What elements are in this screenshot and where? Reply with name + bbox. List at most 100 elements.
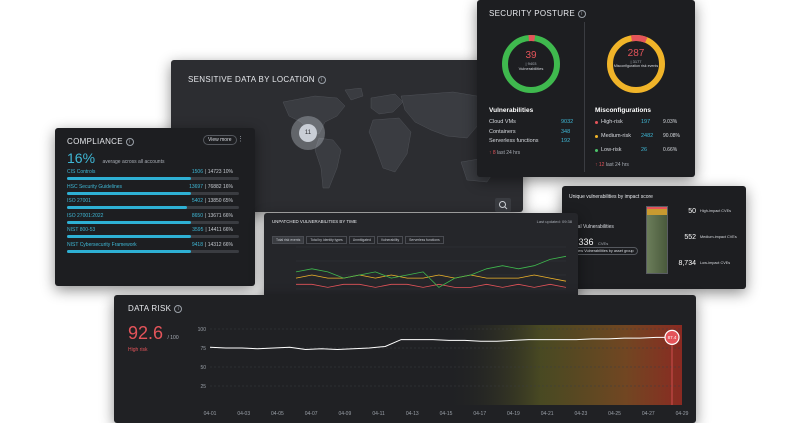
zoom-in-icon[interactable] [495,198,511,212]
more-menu-icon[interactable]: ⋮ [237,136,244,143]
vulnerability-item-value[interactable]: 348 [561,128,571,135]
tab-4[interactable]: Serverless functions [405,236,444,244]
impact-score-bar[interactable] [646,206,668,274]
compliance-total: | 14723 10% [205,169,233,175]
vulnerability-item-label: Cloud VMs [489,119,516,125]
view-by-asset-group-button[interactable]: View Vulnerabilities by asset group [571,247,638,255]
unique-vulnerabilities-panel: Unique vulnerabilities by impact score T… [562,186,746,289]
info-icon[interactable]: i [174,304,183,313]
series-line-0[interactable] [296,283,567,288]
x-tick-label: 04-27 [642,411,655,417]
compliance-progress-fill [67,191,191,195]
vulnerabilities-donut[interactable] [499,32,563,96]
risk-dot-icon [595,149,598,152]
compliance-total: | 76882 16% [205,183,233,190]
total-vulnerabilities: 9,336 CVEs [571,232,608,250]
compliance-label: CIS Controls [67,169,96,175]
tab-2[interactable]: Unmitigated [348,236,375,244]
misconfigurations-total: | 3177 [630,59,642,64]
compliance-total: | 13850 65% [205,198,233,204]
x-tick-label: 04-07 [305,411,318,417]
info-icon[interactable]: i [125,137,134,146]
compliance-passed: 9418 [191,241,203,248]
compliance-value: 8650 | 13671 66% [192,213,233,219]
vulnerability-item-value[interactable]: 192 [561,138,571,144]
south-america-shape [314,137,342,189]
compliance-progress-fill [67,177,191,180]
panel-title: SECURITY POSTURE i [489,9,586,18]
info-icon[interactable]: i [317,75,326,84]
compliance-progress-fill [67,249,191,253]
misconfiguration-item-percent: 0.66% [663,147,678,153]
tab-3[interactable]: Vulnerability [376,236,404,244]
misconfiguration-item-value[interactable]: 2482 [641,133,654,139]
vulnerabilities-count: 39 [525,50,537,61]
compliance-passed: 13697 [189,183,203,190]
vulnerability-item-label: Serverless functions [489,138,539,144]
last-updated: Last updated: 09:38 [536,219,572,224]
compliance-passed: 8650 [191,212,203,219]
arrow-up-icon: ↑ [489,150,492,156]
misconfiguration-item-label: Medium-risk [601,133,631,139]
compliance-progress-fill [67,235,191,238]
x-tick-label: 04-23 [574,411,587,417]
vulnerabilities-delta: ↑ 8 last 24 hrs [489,150,520,156]
x-tick-label: 04-25 [608,411,621,417]
compliance-progress [67,249,239,253]
misconfiguration-item-percent: 90.08% [663,133,680,139]
view-more-button[interactable]: View more [203,135,237,145]
panel-title: UNPATCHED VULNERABILITIES BY TIME [272,219,357,224]
series-line-2[interactable] [295,255,567,288]
data-risk-line-chart[interactable]: 100 75 50 25 04-01 04-03 04-05 04-07 04-09 04-11 0… [190,323,690,421]
compliance-row[interactable]: CIS Controls 1506 | 14723 10% [67,169,245,180]
panel-title: Unique vulnerabilities by impact score [569,194,653,200]
compliance-row[interactable]: NIST 800-53 3595 | 14411 66% [67,227,245,238]
y-tick-label: 25 [200,384,206,390]
divider [584,22,585,172]
x-tick-label: 04-11 [372,411,385,417]
compliance-row[interactable]: ISO 27001 5402 | 13850 65% [67,198,245,209]
impact-count: 50 [688,208,696,215]
panel-title: SENSITIVE DATA BY LOCATION i [188,75,326,84]
x-tick-label: 04-01 [204,411,217,417]
misconfigurations-donut[interactable] [604,32,668,96]
tab-0[interactable]: Total risk events [272,236,305,244]
x-tick-label: 04-17 [473,411,486,417]
info-icon[interactable]: i [578,9,586,18]
x-tick-label: 04-19 [507,411,520,417]
total-value: 9,336 [571,237,594,247]
misconfiguration-item-value[interactable]: 197 [641,119,651,125]
risk-trend-line[interactable] [209,336,672,351]
location-cluster-marker[interactable]: 11 [291,116,325,150]
compliance-total: | 13671 66% [205,212,233,219]
security-posture-panel: SECURITY POSTURE i 39 | 9403 Vulnerabilit… [477,0,695,177]
compliance-value: 9418 | 14312 66% [192,242,233,248]
x-tick-label: 04-21 [541,411,554,417]
compliance-label: HSC Security Guidelines [67,183,123,190]
compliance-row[interactable]: NIST Cybersecurity Framework 9418 | 14312 … [67,242,245,253]
misconfiguration-item-value[interactable]: 26 [641,147,648,153]
tab-bar: Total risk events Total by identity types… [272,228,446,246]
current-marker[interactable] [664,329,680,345]
tab-1[interactable]: Total by identity types [306,236,347,244]
y-tick-label: 75 [200,346,206,352]
europe-shape [370,93,404,115]
compliance-label: NIST 800-53 [67,227,96,233]
average-percent: 16% [67,150,96,166]
total-unit: CVEs [597,241,609,246]
impact-count: 552 [684,234,696,241]
greenland-shape [344,88,364,101]
compliance-title: COMPLIANCE [67,137,123,146]
x-tick-label: 04-03 [237,411,250,417]
vulnerability-item-value[interactable]: 9032 [561,119,574,125]
delta-value: 8 [492,150,496,156]
series-line-1[interactable] [295,274,567,282]
misconfiguration-item-label: High-risk [601,119,623,125]
x-tick-label: 04-05 [271,411,284,417]
compliance-row[interactable]: ISO 27001:2022 8650 | 13671 66% [67,213,245,224]
panel-title: DATA RISK i [128,304,183,313]
arrow-up-icon: ↑ [595,162,598,168]
x-tick-label: 04-15 [440,411,453,417]
compliance-progress-fill [67,220,191,224]
compliance-row[interactable]: HSC Security Guidelines 13697 | 76882 16% [67,183,245,195]
